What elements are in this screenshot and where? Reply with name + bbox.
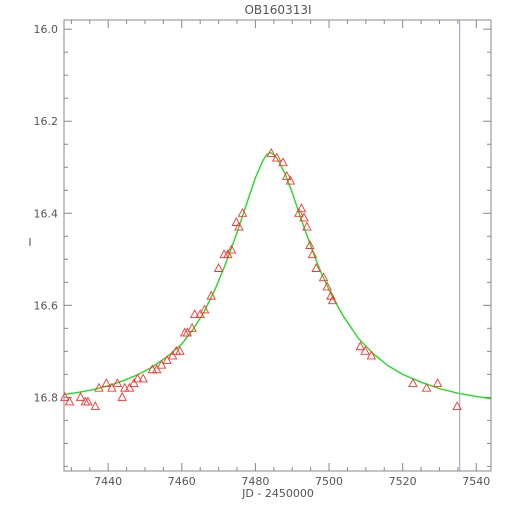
data-point bbox=[162, 355, 172, 364]
data-point bbox=[195, 309, 205, 318]
data-point bbox=[90, 401, 101, 411]
data-point bbox=[421, 382, 432, 392]
x-tick-labels: 7440 7460 7480 7500 7520 7540 bbox=[94, 475, 490, 488]
data-point bbox=[318, 272, 329, 282]
data-point bbox=[307, 249, 318, 259]
axis-ticks bbox=[64, 20, 491, 471]
data-point bbox=[278, 157, 288, 167]
data-point bbox=[167, 350, 178, 360]
data-point bbox=[452, 401, 462, 411]
data-point bbox=[272, 152, 282, 162]
data-point bbox=[294, 207, 304, 217]
y-tick-label: 16.6 bbox=[34, 299, 59, 312]
y-tick-label: 16.8 bbox=[34, 391, 59, 404]
data-point bbox=[234, 221, 244, 231]
data-point bbox=[175, 345, 185, 355]
observation-points bbox=[59, 148, 462, 411]
x-tick-label: 7500 bbox=[315, 475, 343, 488]
model-fit-layer bbox=[63, 151, 492, 400]
data-point bbox=[213, 263, 224, 272]
data-point bbox=[322, 281, 332, 291]
data-point bbox=[124, 382, 135, 392]
data-point bbox=[231, 217, 242, 226]
data-point bbox=[281, 171, 292, 180]
data-point bbox=[226, 244, 237, 254]
data-point bbox=[59, 391, 70, 401]
y-axis-label: I bbox=[28, 236, 31, 249]
data-point bbox=[355, 341, 366, 351]
y-tick-labels: 16.0 16.2 16.4 16.6 16.8 bbox=[34, 23, 59, 404]
x-tick-label: 7440 bbox=[94, 475, 122, 488]
y-tick-label: 16.0 bbox=[34, 23, 59, 36]
data-point bbox=[360, 345, 370, 355]
data-point bbox=[75, 391, 86, 401]
data-point bbox=[138, 373, 148, 383]
data-point bbox=[237, 207, 248, 217]
data-point bbox=[299, 212, 309, 222]
plot-frame bbox=[63, 19, 492, 472]
x-tick-label: 7480 bbox=[241, 475, 269, 488]
data-point bbox=[266, 148, 276, 157]
data-point bbox=[132, 373, 143, 383]
data-point bbox=[327, 295, 338, 305]
data-point bbox=[311, 263, 321, 272]
x-tick-label: 7520 bbox=[389, 475, 417, 488]
data-point bbox=[64, 396, 75, 406]
data-point bbox=[305, 240, 315, 249]
data-point bbox=[112, 378, 123, 388]
data-point bbox=[187, 322, 197, 332]
y-tick-label: 16.2 bbox=[34, 115, 59, 128]
x-tick-label: 7540 bbox=[462, 475, 490, 488]
data-point bbox=[156, 359, 167, 369]
model-fit-curve bbox=[63, 151, 492, 400]
data-point bbox=[432, 378, 443, 388]
x-tick-label: 7460 bbox=[168, 475, 196, 488]
data-point bbox=[199, 304, 210, 314]
data-point bbox=[285, 175, 296, 185]
data-point bbox=[223, 249, 233, 259]
y-tick-label: 16.4 bbox=[34, 207, 59, 220]
data-point bbox=[206, 290, 216, 300]
data-point bbox=[101, 378, 112, 388]
data-point bbox=[117, 391, 127, 401]
chart-title: OB160313I bbox=[244, 3, 311, 17]
data-point bbox=[94, 382, 104, 392]
data-point bbox=[83, 396, 93, 406]
data-point bbox=[189, 309, 200, 318]
data-point bbox=[107, 382, 117, 392]
data-point bbox=[129, 378, 139, 388]
data-point bbox=[119, 382, 130, 392]
data-point bbox=[152, 364, 162, 374]
data-point bbox=[182, 327, 193, 337]
data-point bbox=[296, 203, 307, 213]
data-point bbox=[302, 221, 312, 231]
data-point bbox=[366, 350, 377, 360]
x-axis-label: JD - 2450000 bbox=[241, 487, 314, 500]
data-point bbox=[408, 378, 418, 388]
